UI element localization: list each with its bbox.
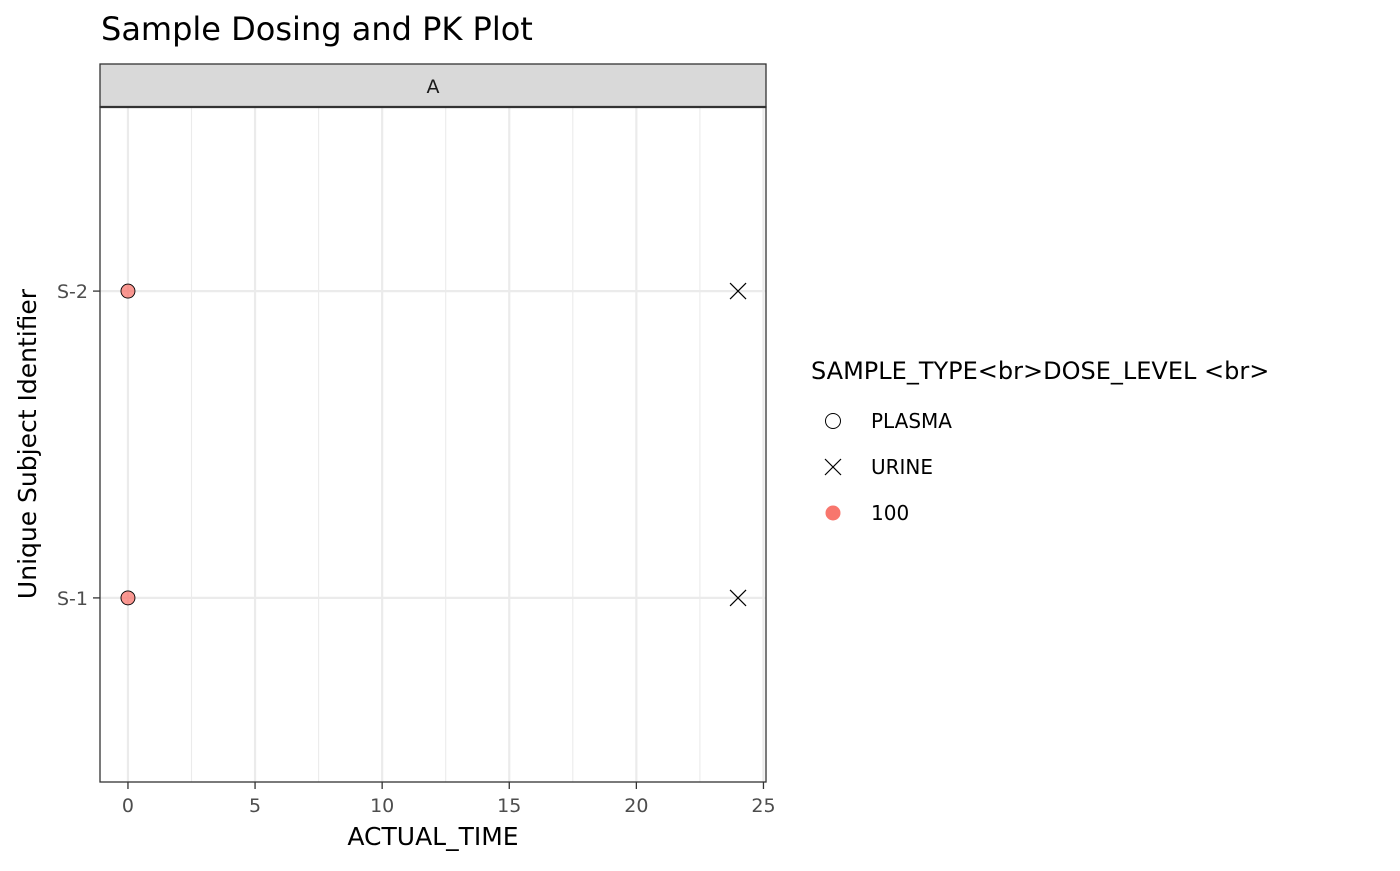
data-points — [120, 282, 747, 607]
urine-point-stroke — [729, 282, 747, 300]
legend-key-cross — [824, 458, 842, 476]
facet-strip — [99, 63, 767, 108]
x-axis-title: ACTUAL_TIME — [347, 822, 518, 851]
plasma-point — [120, 590, 136, 606]
legend-key-filled-circle — [825, 505, 841, 521]
legend-title: SAMPLE_TYPE<br>DOSE_LEVEL <br> — [811, 357, 1269, 385]
facet-strip-label: A — [427, 76, 440, 98]
legend: SAMPLE_TYPE<br>DOSE_LEVEL <br> PLASMA URI… — [811, 357, 1269, 525]
y-tick-label: S-2 — [57, 281, 88, 303]
legend-label: PLASMA — [871, 409, 952, 433]
x-tick-label: 5 — [249, 795, 261, 817]
x-tick-label: 25 — [751, 795, 775, 817]
urine-point — [729, 589, 747, 607]
legend-key-cross-stroke — [824, 458, 842, 476]
plasma-point — [120, 283, 136, 299]
x-axis: 0 5 10 15 20 25 — [122, 782, 776, 817]
legend-label: URINE — [871, 455, 933, 479]
grid-lines — [100, 107, 766, 782]
y-axis: S-1 S-2 — [57, 281, 100, 610]
plot-panel — [100, 107, 766, 782]
chart-title: Sample Dosing and PK Plot — [101, 10, 533, 48]
x-tick-label: 0 — [122, 795, 134, 817]
urine-point-stroke — [729, 589, 747, 607]
legend-label: 100 — [871, 501, 909, 525]
x-tick-label: 20 — [624, 795, 648, 817]
urine-point — [729, 282, 747, 300]
y-axis-title: Unique Subject Identifier — [13, 288, 42, 599]
y-tick-label: S-1 — [57, 588, 88, 610]
x-tick-label: 15 — [497, 795, 521, 817]
x-tick-label: 10 — [370, 795, 394, 817]
legend-key-open-circle — [825, 413, 841, 429]
